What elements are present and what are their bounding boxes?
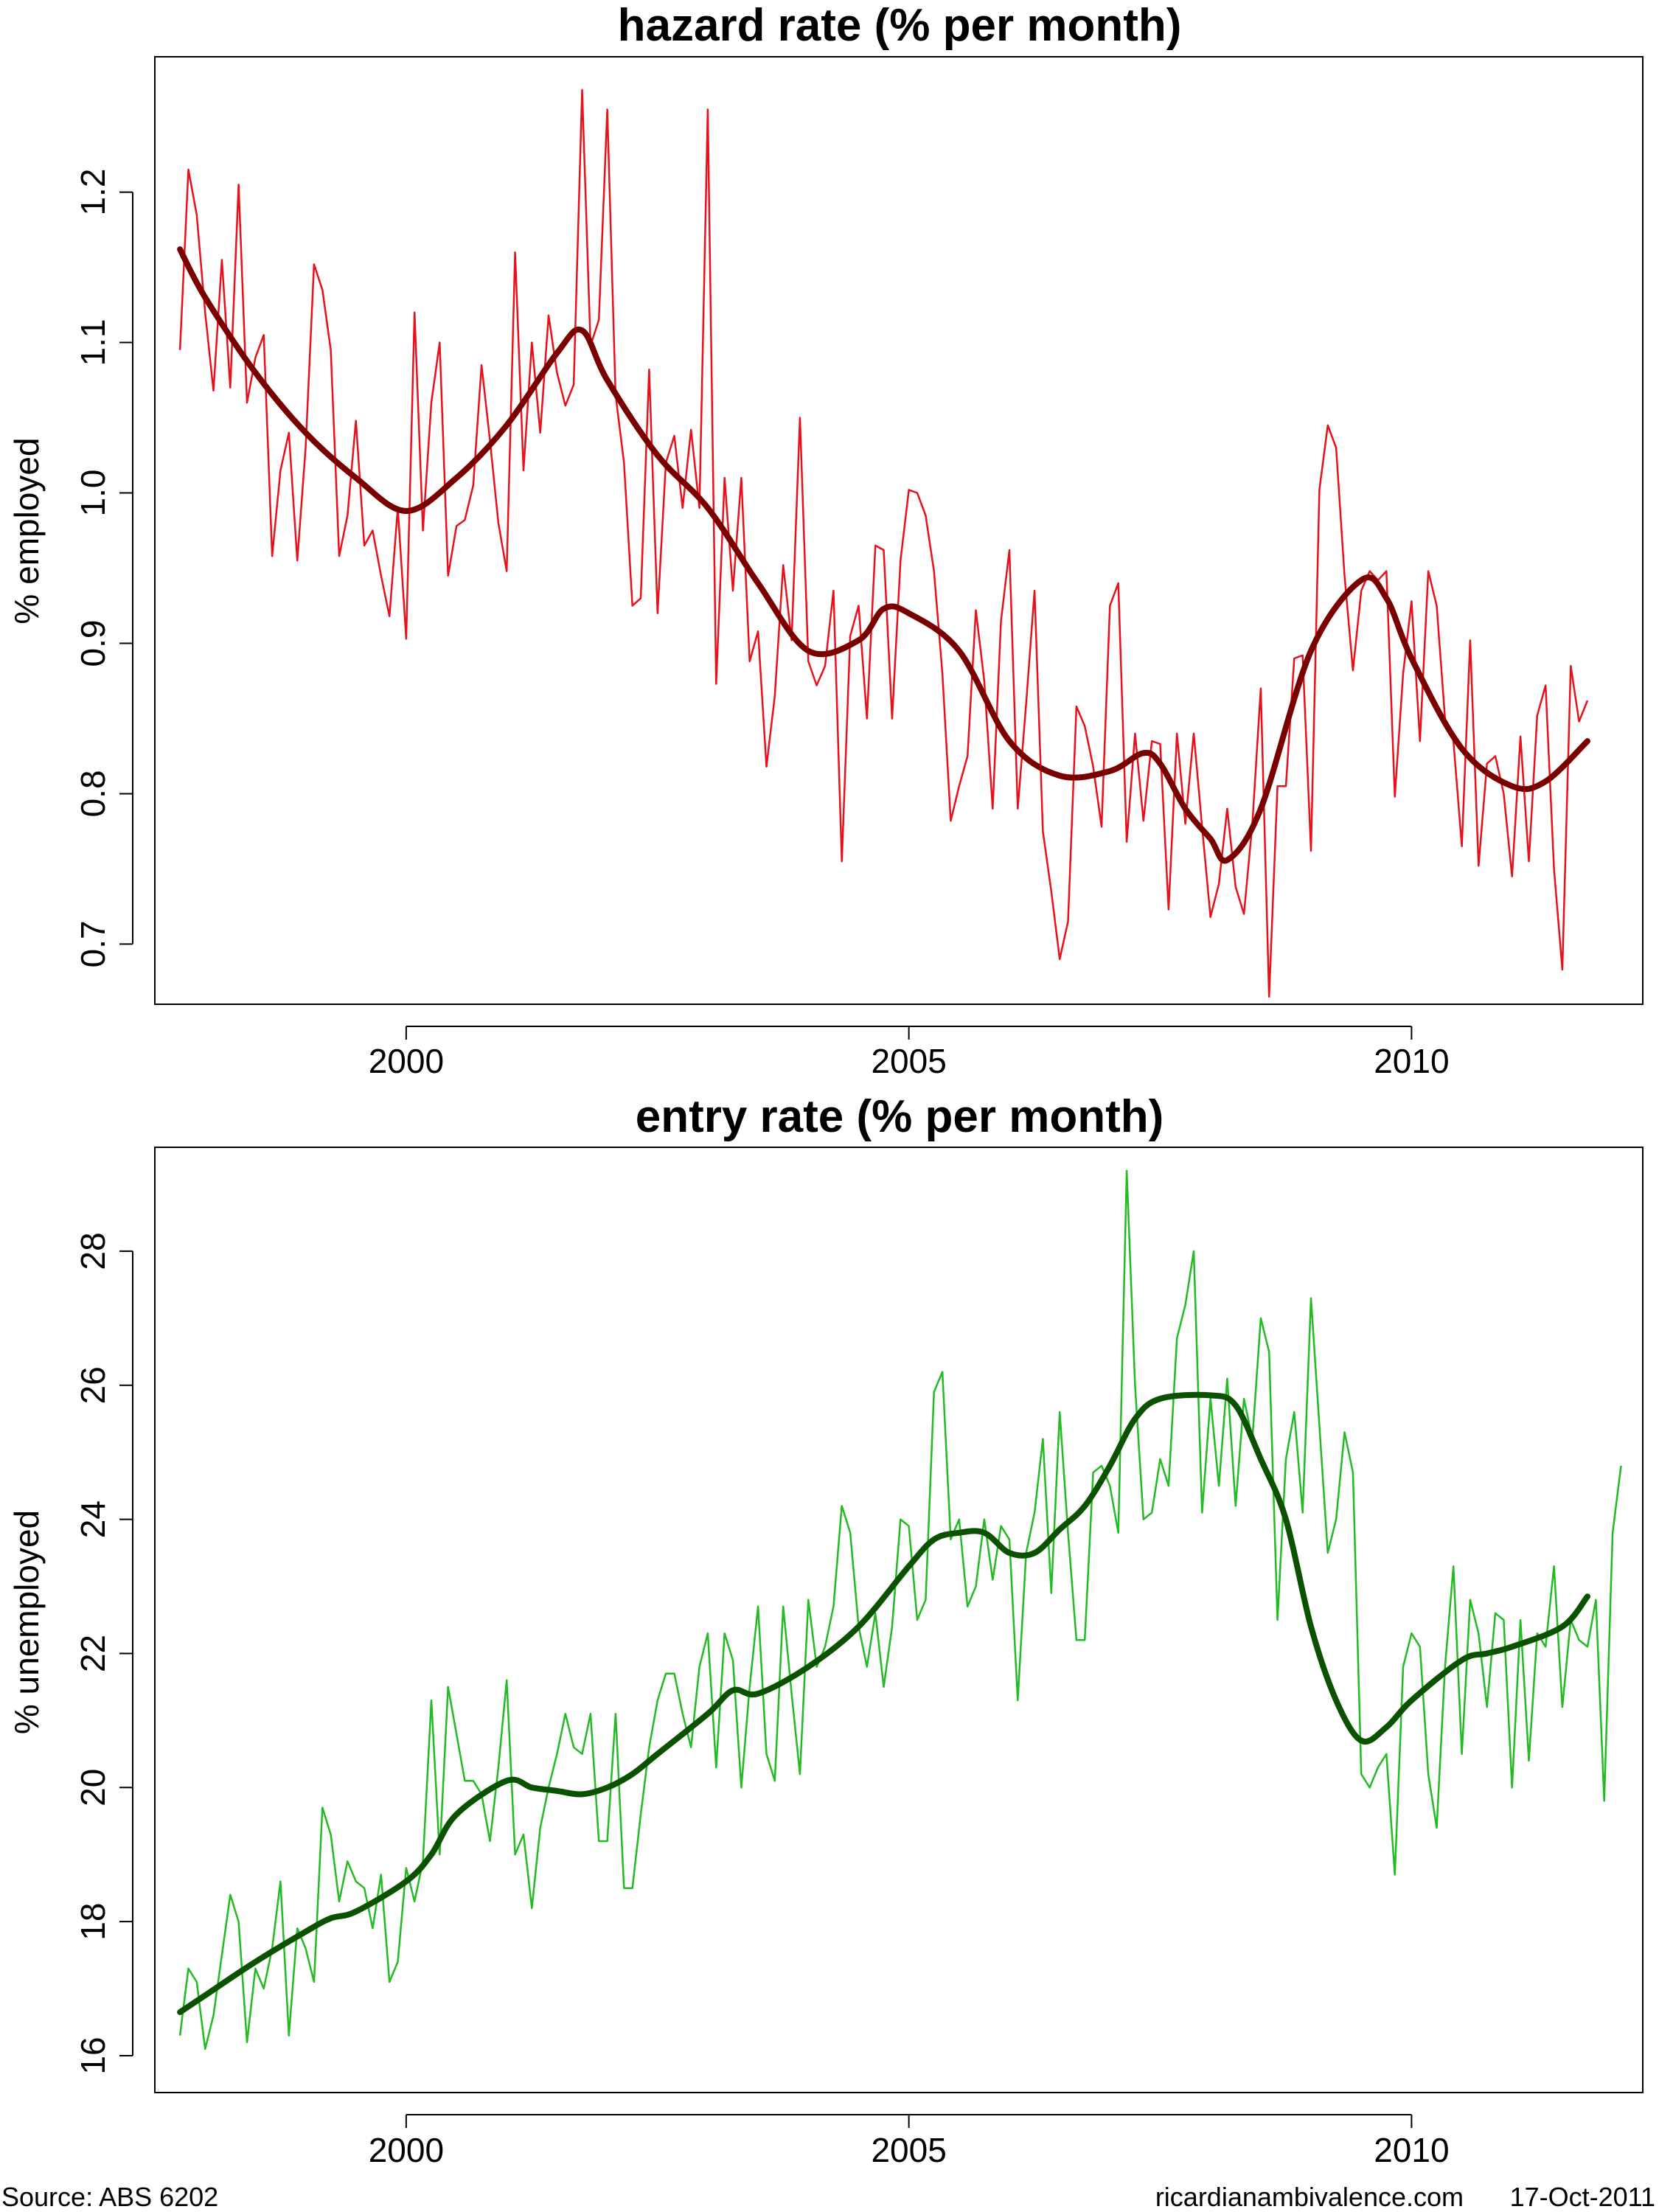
hazard-y-tick-label: 1.0 <box>74 470 112 517</box>
entry-rate-panel: entry rate (% per month) % unemployed 20… <box>7 1091 1644 2169</box>
entry-y-tick-label: 16 <box>74 2037 112 2074</box>
hazard-y-tick-label: 1.2 <box>74 169 112 216</box>
hazard-rate-panel: hazard rate (% per month) % employed 200… <box>7 0 1644 1080</box>
hazard-trend-line <box>177 246 1590 864</box>
entry-x-tick-label: 2010 <box>1374 2131 1449 2169</box>
hazard-axis-ticks: 2000 2005 2010 0.7 0.8 0.9 1.0 1.1 1.2 <box>74 169 1450 1080</box>
hazard-x-tick-label: 2000 <box>369 1042 444 1080</box>
entry-chart-title: entry rate (% per month) <box>636 1091 1164 1142</box>
entry-plot-frame <box>154 1147 1644 2093</box>
entry-y-tick-label: 28 <box>74 1232 112 1270</box>
entry-y-tick-label: 18 <box>74 1903 112 1941</box>
hazard-x-tick-label: 2010 <box>1374 1042 1449 1080</box>
entry-x-tick-label: 2000 <box>369 2131 444 2169</box>
entry-y-axis-title: % unemployed <box>7 1510 46 1734</box>
entry-y-tick-label: 26 <box>74 1366 112 1404</box>
hazard-y-tick-label: 0.7 <box>74 920 112 967</box>
hazard-x-tick-label: 2005 <box>871 1042 946 1080</box>
entry-y-tick-label: 20 <box>74 1769 112 1806</box>
hazard-raw-series-line <box>178 88 1589 998</box>
hazard-series <box>177 88 1590 998</box>
hazard-y-tick-label: 0.9 <box>74 619 112 667</box>
entry-raw-series-line <box>178 1169 1622 2051</box>
hazard-plot-frame <box>154 56 1644 1005</box>
entry-y-tick-label: 24 <box>74 1500 112 1538</box>
source-note: Source: ABS 6202 <box>1 2182 218 2212</box>
entry-y-tick-label: 22 <box>74 1635 112 1672</box>
entry-x-tick-label: 2005 <box>871 2131 946 2169</box>
site-credit: ricardianambivalence.com <box>1155 2182 1464 2212</box>
entry-trend-line <box>177 1391 1590 2015</box>
hazard-y-tick-label: 1.1 <box>74 319 112 366</box>
entry-axis-ticks: 2000 2005 2010 16 18 20 22 24 26 28 <box>74 1232 1450 2169</box>
entry-series <box>177 1169 1622 2051</box>
hazard-y-axis-title: % employed <box>7 437 46 624</box>
hazard-y-tick-label: 0.8 <box>74 770 112 817</box>
date-credit: 17-Oct-2011 <box>1510 2182 1655 2212</box>
hazard-chart-title: hazard rate (% per month) <box>618 0 1182 51</box>
